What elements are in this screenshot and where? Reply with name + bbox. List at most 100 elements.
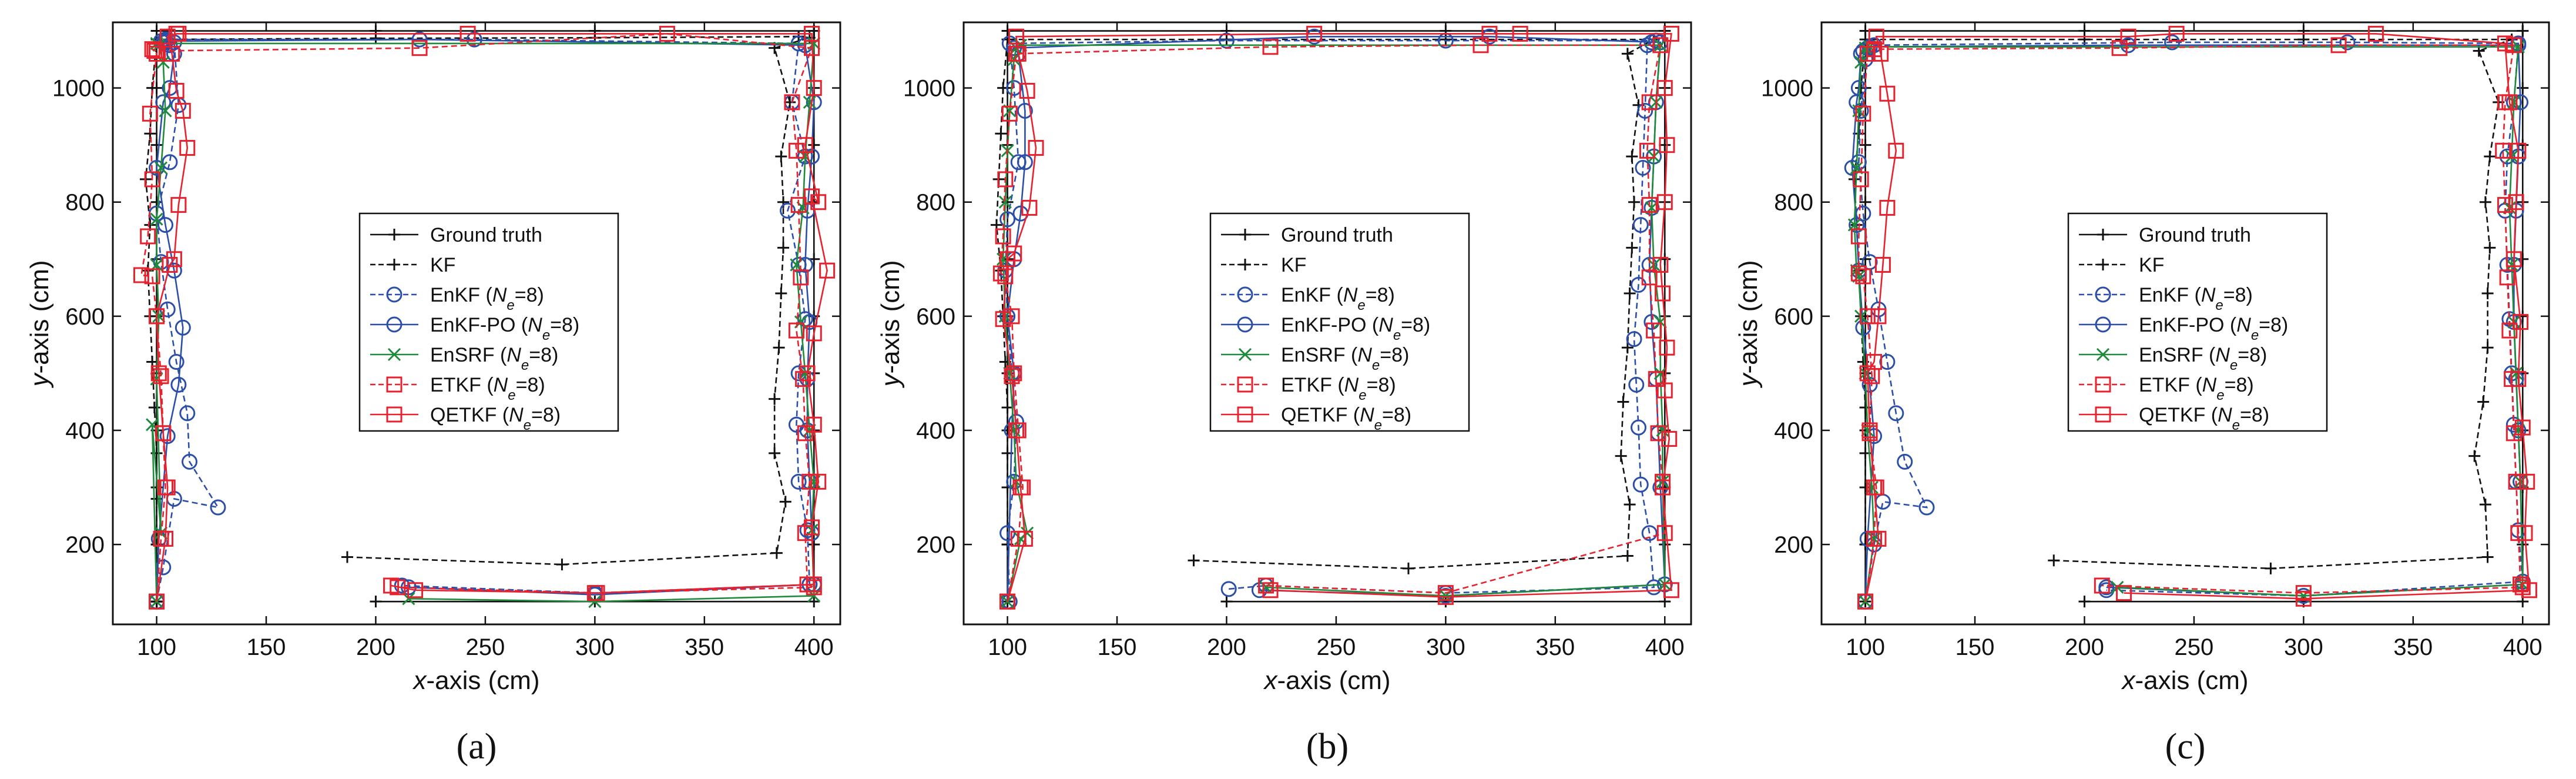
data-point-etkf	[995, 228, 1011, 245]
data-point-qetkf	[2510, 371, 2527, 387]
panel-label: (c)	[2165, 727, 2206, 767]
data-point-qetkf	[1870, 530, 1887, 547]
data-point-kf	[556, 559, 568, 571]
data-point-qetkf	[806, 80, 822, 96]
x-axis-label: x-axis (cm)	[1263, 666, 1390, 695]
subplot-2: 100 150 200 250 300 350 400 200 400 600 800 1000 x-a…	[876, 21, 1692, 767]
data-point-kf	[1440, 34, 1452, 46]
data-point-qetkf	[806, 416, 822, 433]
data-point-enkf	[1632, 476, 1649, 493]
data-point-etkf	[2505, 425, 2522, 442]
data-point-qetkf	[819, 262, 836, 279]
data-point-enkf	[1626, 331, 1642, 347]
legend-marker-ensrf	[2096, 347, 2110, 362]
y-tick-label: 1000	[52, 76, 105, 102]
data-point-etkf	[144, 41, 160, 58]
data-point-kf	[1001, 402, 1014, 414]
data-point-kf	[1624, 287, 1636, 300]
data-point-etkf	[2499, 269, 2515, 286]
data-point-etkf	[411, 40, 428, 56]
data-point-qetkf	[804, 519, 820, 536]
data-point-enkf-po	[1849, 217, 1865, 233]
data-point-qetkf	[1656, 194, 1673, 210]
x-tick-label: 350	[685, 634, 724, 660]
data-point-qetkf	[459, 25, 476, 42]
data-point-qetkf	[2508, 194, 2524, 210]
legend-label: EnKF-PO (Ne=8)	[1281, 314, 1430, 343]
y-tick-label: 1000	[903, 76, 955, 102]
data-point-qetkf	[1004, 368, 1020, 385]
data-point-enkf	[168, 354, 185, 370]
data-point-kf	[775, 151, 787, 163]
data-point-kf	[769, 447, 781, 459]
x-tick-label: 400	[794, 634, 834, 660]
data-point-ensrf	[2510, 366, 2523, 380]
data-point-enkf	[1006, 80, 1022, 96]
data-point-qetkf	[1021, 199, 1038, 216]
data-point-kf	[2477, 396, 2490, 408]
x-tick-label: 300	[575, 634, 615, 660]
legend-marker-kf	[1239, 259, 1251, 270]
data-point-kf	[148, 402, 160, 414]
data-point-kf	[2479, 499, 2491, 511]
data-point-kf	[775, 287, 787, 300]
data-point-enkf	[780, 202, 796, 219]
data-point-etkf	[2111, 40, 2128, 56]
data-point-ground-truth	[370, 596, 382, 608]
data-point-kf	[1626, 151, 1638, 163]
data-point-qetkf	[1262, 582, 1279, 599]
data-point-ground-truth	[1659, 139, 1671, 151]
data-point-ensrf	[998, 195, 1012, 209]
data-point-etkf	[1258, 577, 1274, 594]
data-point-qetkf	[2501, 94, 2518, 111]
data-point-qetkf	[1870, 308, 1887, 325]
data-point-enkf	[162, 154, 178, 170]
data-point-etkf	[2508, 473, 2524, 490]
legend-marker-enkf-po	[1237, 316, 1253, 333]
data-point-etkf	[793, 269, 809, 286]
data-point-qetkf	[799, 365, 816, 382]
data-point-qetkf	[1663, 582, 1679, 599]
data-point-qetkf	[149, 593, 165, 610]
legend-box	[358, 212, 619, 432]
data-point-etkf	[2497, 197, 2513, 213]
x-tick-label: 400	[1645, 634, 1685, 660]
data-point-etkf	[1850, 265, 1867, 282]
data-point-qetkf	[1663, 25, 1679, 42]
data-point-qetkf	[1028, 140, 1044, 156]
data-point-ground-truth	[1220, 596, 1233, 608]
data-point-qetkf	[170, 197, 187, 213]
data-point-etkf	[1855, 268, 1871, 285]
legend-label: EnKF-PO (Ne=8)	[2139, 314, 2288, 343]
data-point-kf	[2265, 562, 2277, 574]
data-point-qetkf	[589, 585, 605, 601]
data-point-enkf-po	[159, 428, 176, 444]
data-point-etkf	[2505, 37, 2522, 54]
data-point-enkf	[1897, 453, 1913, 470]
data-point-kf	[2484, 151, 2496, 163]
data-point-qetkf	[1857, 593, 1874, 610]
data-point-etkf	[2513, 576, 2529, 593]
series-line-etkf	[1000, 44, 1666, 602]
data-point-qetkf	[2519, 473, 2535, 490]
data-point-enkf	[1632, 217, 1649, 233]
data-point-enkf	[1628, 376, 1645, 393]
data-point-enkf-po	[1866, 428, 1882, 444]
data-point-qetkf	[1655, 479, 1671, 496]
legend-label: EnKF (Ne=8)	[2139, 284, 2253, 313]
x-tick-label: 350	[1535, 634, 1575, 660]
data-point-etkf	[1641, 197, 1658, 213]
data-point-ground-truth	[808, 596, 820, 608]
data-point-kf	[1621, 48, 1634, 60]
y-axis-label: y-axis (cm)	[876, 260, 905, 388]
x-tick-label: 150	[1098, 634, 1137, 660]
data-point-enkf-po	[166, 262, 182, 279]
legend-marker-qetkf	[1237, 406, 1253, 423]
y-tick-label: 800	[916, 190, 955, 216]
legend-marker-enkf	[2095, 286, 2111, 303]
data-point-enkf-po	[1643, 314, 1660, 330]
data-point-enkf	[1641, 525, 1658, 541]
data-point-qetkf	[2295, 590, 2312, 607]
